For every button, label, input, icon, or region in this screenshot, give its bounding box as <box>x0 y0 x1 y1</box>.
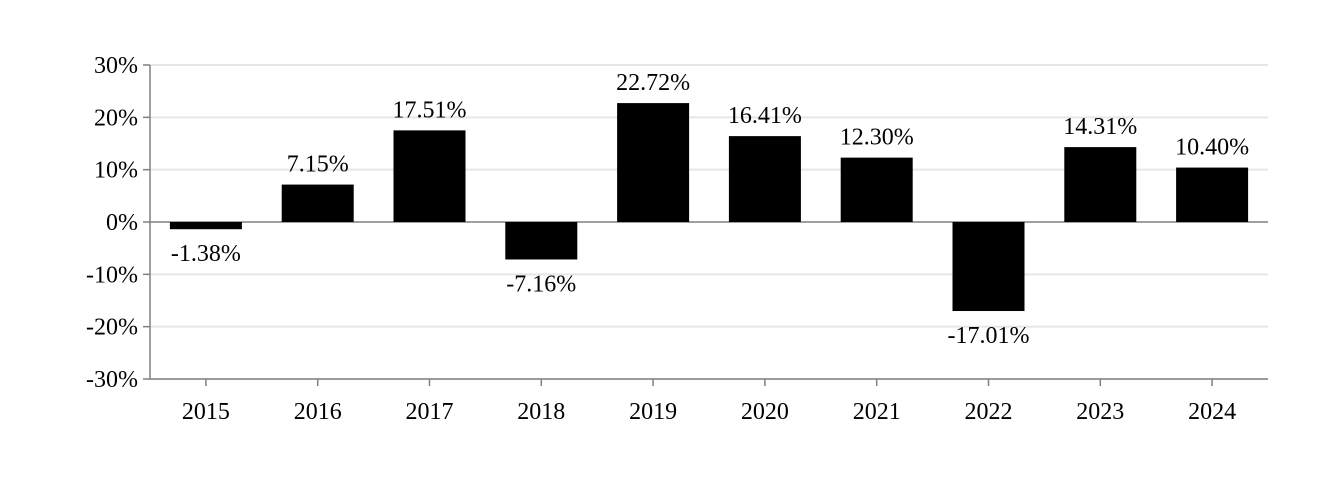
bar-2020 <box>728 136 801 222</box>
y-tick-label: 10% <box>94 158 138 184</box>
bar-2021 <box>840 157 913 222</box>
y-tick-label: -10% <box>86 262 138 288</box>
x-tick-label-2020: 2020 <box>741 399 789 425</box>
bar-2022 <box>952 222 1025 312</box>
x-tick-label-2016: 2016 <box>294 399 342 425</box>
x-tick-label-2024: 2024 <box>1188 399 1236 425</box>
x-tick-label-2021: 2021 <box>853 399 901 425</box>
value-label-2022: -17.01% <box>948 323 1030 349</box>
y-tick-label: -30% <box>86 367 138 393</box>
x-tick-label-2022: 2022 <box>965 399 1013 425</box>
x-tick-label-2015: 2015 <box>182 399 230 425</box>
bar-2017 <box>393 130 466 222</box>
x-tick-label-2018: 2018 <box>517 399 565 425</box>
x-tick-label-2019: 2019 <box>629 399 677 425</box>
bar-2019 <box>617 103 690 222</box>
y-tick-label: 20% <box>94 105 138 131</box>
bar-2018 <box>505 222 578 260</box>
y-tick-label: 0% <box>106 210 138 236</box>
value-label-2023: 14.31% <box>1063 114 1137 140</box>
y-tick-label: 30% <box>94 53 138 79</box>
bar-2016 <box>281 184 354 222</box>
bar-2024 <box>1176 167 1249 222</box>
bar-2015 <box>169 222 242 230</box>
value-label-2015: -1.38% <box>171 241 241 267</box>
bar-2023 <box>1064 147 1137 222</box>
labels: 30% 20% 10% 0% -10% -20% -30% 2015 -1.38% 2016 7.1… <box>86 53 1249 425</box>
bars <box>169 103 1249 312</box>
x-tick-label-2017: 2017 <box>406 399 454 425</box>
value-label-2017: 17.51% <box>393 97 467 123</box>
value-label-2016: 7.15% <box>287 152 349 178</box>
x-tick-label-2023: 2023 <box>1076 399 1124 425</box>
value-label-2021: 12.30% <box>840 125 914 151</box>
value-label-2020: 16.41% <box>728 103 802 129</box>
value-label-2019: 22.72% <box>616 70 690 96</box>
value-label-2024: 10.40% <box>1175 135 1249 161</box>
y-tick-label: -20% <box>86 315 138 341</box>
value-label-2018: -7.16% <box>506 271 576 297</box>
